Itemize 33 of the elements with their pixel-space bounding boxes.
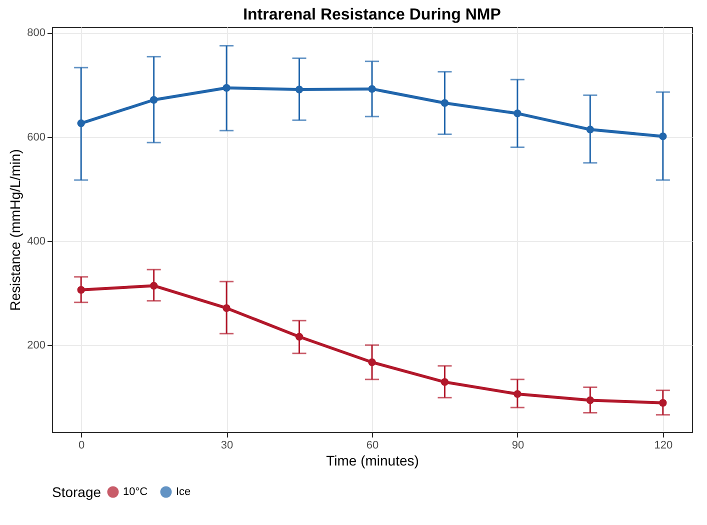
point [295, 86, 304, 94]
y-tick-label: 200 [27, 340, 46, 352]
chart-title: Intrarenal Resistance During NMP [243, 6, 502, 24]
point [440, 378, 449, 386]
point [150, 96, 158, 104]
y-tick-label: 400 [27, 235, 46, 248]
x-tick-label: 90 [512, 440, 524, 452]
point [77, 286, 85, 294]
y-axis-title: Resistance (mmHg/L/min) [7, 149, 24, 311]
x-axis-title: Time (minutes) [326, 452, 419, 468]
point [77, 119, 85, 128]
point [659, 132, 667, 140]
point [368, 85, 376, 93]
x-tick-label: 60 [366, 440, 379, 452]
point [368, 358, 376, 366]
x-tick-label: 30 [220, 440, 234, 452]
legend-label: 10°C [123, 486, 148, 498]
x-tick-label: 0 [78, 440, 85, 452]
point [586, 396, 594, 404]
y-tick-label: 800 [27, 27, 46, 40]
point [295, 332, 304, 341]
point [659, 398, 667, 407]
point [440, 99, 449, 107]
legend-title: Storage [52, 484, 102, 500]
point [222, 304, 230, 312]
point [222, 84, 230, 92]
point [514, 110, 522, 118]
point [150, 282, 158, 290]
legend-label: Ice [176, 486, 191, 498]
point [586, 126, 594, 134]
y-tick-label: 600 [27, 131, 46, 144]
x-tick-label: 120 [654, 440, 673, 452]
point [514, 390, 522, 398]
